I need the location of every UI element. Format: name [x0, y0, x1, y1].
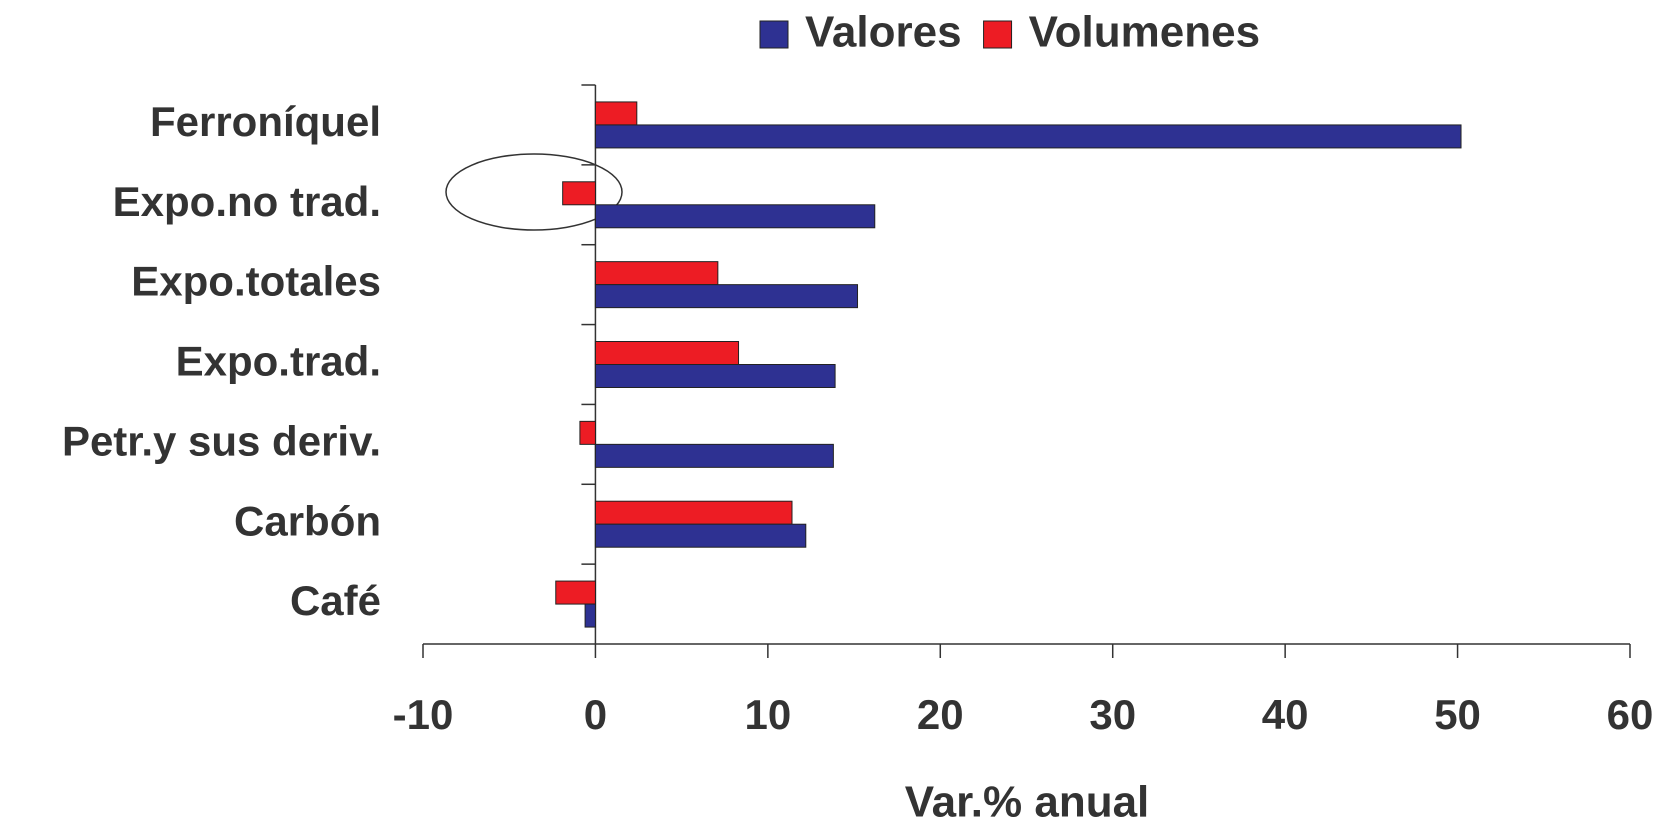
y-tick-label: Ferroníquel	[150, 98, 381, 145]
y-tick-label: Carbón	[234, 497, 381, 544]
bar	[584, 603, 596, 628]
bar	[594, 284, 859, 309]
x-tick-label: 50	[1434, 691, 1481, 738]
bar	[555, 580, 596, 605]
bar	[594, 261, 719, 286]
legend-label: Volumenes	[1029, 8, 1260, 57]
x-tick-label: 40	[1262, 691, 1309, 738]
y-tick-label: Expo.trad.	[176, 338, 381, 385]
x-tick-label: 60	[1607, 691, 1654, 738]
bar	[594, 500, 793, 525]
bar	[594, 523, 807, 548]
annotation-ellipse	[445, 153, 623, 231]
legend-swatch	[759, 20, 789, 49]
y-tick-label: Café	[290, 577, 381, 624]
x-tick-label: 0	[584, 691, 607, 738]
x-tick-label: 30	[1089, 691, 1136, 738]
legend-swatch	[983, 20, 1013, 49]
y-tick-label: Expo.totales	[131, 258, 381, 305]
bar	[594, 101, 638, 126]
bar	[579, 420, 596, 445]
bar	[594, 364, 836, 388]
bar	[594, 124, 1462, 149]
y-tick-label: Petr.y sus deriv.	[62, 417, 381, 464]
bar	[562, 181, 596, 206]
x-tick-label: 10	[744, 691, 791, 738]
x-axis-label: Var.% anual	[905, 778, 1150, 825]
x-tick-label: -10	[393, 691, 454, 738]
y-tick-label: Expo.no trad.	[113, 178, 381, 225]
x-tick-label: 20	[917, 691, 964, 738]
bar	[594, 204, 876, 229]
legend-label: Valores	[805, 8, 962, 57]
bar	[594, 341, 740, 365]
bar	[594, 443, 834, 468]
